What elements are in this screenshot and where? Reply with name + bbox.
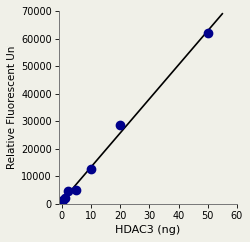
Point xyxy=(61,198,65,202)
Y-axis label: Relative Fluorescent Un: Relative Fluorescent Un xyxy=(7,46,17,169)
Point xyxy=(60,199,64,203)
Point xyxy=(206,31,210,35)
Point xyxy=(74,188,78,192)
Point xyxy=(63,197,67,200)
Point xyxy=(89,167,93,171)
Point xyxy=(66,189,70,193)
Point xyxy=(118,123,122,127)
X-axis label: HDAC3 (ng): HDAC3 (ng) xyxy=(115,225,180,235)
